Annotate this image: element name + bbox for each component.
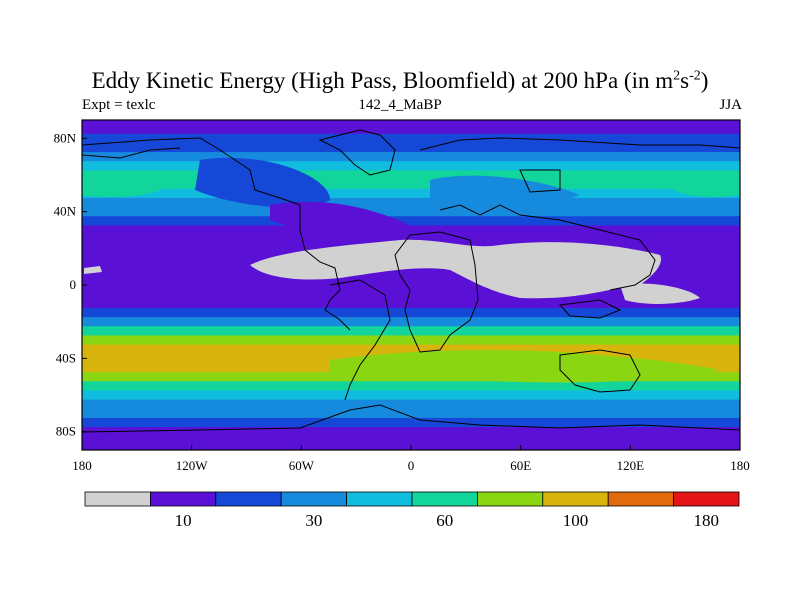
continent-outlines	[82, 129, 740, 433]
y-tick-label: 40N	[54, 204, 77, 219]
nh-eurasia-mid	[430, 175, 580, 207]
x-tick-label: 60W	[289, 458, 315, 473]
nh-na-low	[195, 157, 330, 208]
eke-band	[82, 298, 740, 309]
x-tick-label: 120W	[176, 458, 209, 473]
colorbar-box	[280, 491, 348, 507]
eurasia-north-coast	[419, 137, 740, 151]
experiment-label: Expt = texlc	[82, 97, 156, 113]
colorbar-label: 10	[175, 511, 192, 530]
eke-band	[82, 188, 740, 199]
eke-band	[82, 335, 740, 346]
antarctica-coast	[82, 404, 740, 433]
case-label: 142_4_MaBP	[358, 97, 442, 113]
eke-band	[82, 197, 740, 208]
greenland-outline	[318, 129, 396, 176]
colorbar-box	[542, 491, 609, 507]
australia-outline	[559, 349, 641, 393]
colorbar-box	[215, 491, 282, 507]
x-tick-label: 0	[408, 458, 415, 473]
y-axis: 80N 40N 0 40S 80S	[54, 130, 87, 439]
y-tick-label: 40S	[56, 350, 76, 365]
colorbar-box	[346, 491, 413, 507]
eke-band	[82, 170, 740, 181]
eke-band	[82, 408, 740, 419]
east-pacific-minimum	[84, 266, 102, 274]
colorbar-label: 180	[694, 511, 720, 530]
colorbar-labels: 10 30 60 100 180	[175, 511, 719, 530]
x-axis: 180 120W 60W 0 60E 120E 180	[72, 445, 750, 473]
eke-band	[82, 142, 740, 153]
eke-band	[82, 280, 740, 291]
eke-band	[82, 317, 740, 327]
colorbar-box	[673, 491, 740, 507]
eke-band	[82, 390, 740, 401]
nh-subtropical-low	[270, 201, 420, 235]
eke-band	[82, 234, 740, 245]
regional-anomalies	[82, 157, 740, 383]
sh-pacific-jet-core	[82, 345, 310, 365]
eke-band	[82, 307, 740, 318]
eke-band	[82, 133, 740, 144]
y-tick-label: 80N	[54, 130, 77, 145]
eke-band	[82, 124, 740, 135]
colorbar-box	[84, 491, 151, 507]
africa-outline	[394, 231, 479, 353]
eke-band	[82, 161, 740, 172]
x-tick-label: 180	[72, 458, 92, 473]
colorbar-label: 30	[305, 511, 322, 530]
caspian-region	[519, 169, 561, 193]
eke-band	[82, 216, 740, 227]
eke-band	[82, 427, 740, 437]
eke-band	[82, 271, 740, 282]
colorbar-box	[411, 491, 478, 507]
colorbar-label: 100	[563, 511, 589, 530]
maritime-continent-outline	[558, 299, 622, 319]
sh-storm-track-green	[330, 350, 720, 383]
y-tick-label: 0	[70, 277, 77, 292]
south-america-outline	[329, 279, 391, 401]
nh-pacific-jet-core	[82, 173, 165, 197]
eke-band	[82, 179, 740, 190]
y-tick-label: 80S	[56, 424, 76, 439]
chart-title: Eddy Kinetic Energy (High Pass, Bloomfie…	[91, 68, 709, 93]
north-america-coast	[82, 137, 351, 331]
eke-band	[82, 417, 740, 428]
eke-band	[82, 207, 740, 217]
eke-band	[82, 120, 740, 126]
eke-band	[82, 381, 740, 392]
colorbar-box	[476, 491, 544, 507]
eke-band	[82, 344, 740, 355]
eke-band	[82, 399, 740, 410]
x-tick-label: 180	[730, 458, 750, 473]
colorbar-box	[149, 491, 217, 507]
alaska-coast	[82, 147, 181, 159]
x-tick-label: 120E	[617, 458, 645, 473]
nh-pacific-jet-core-east	[670, 173, 740, 197]
season-label: JJA	[719, 97, 742, 113]
eke-band	[82, 436, 740, 447]
eurasia-south-coast	[439, 204, 656, 291]
equatorial-minimum	[250, 239, 661, 299]
colorbar-box	[607, 491, 675, 507]
colorbar-boxes	[84, 491, 740, 507]
eke-band	[82, 152, 740, 162]
x-tick-label: 60E	[510, 458, 531, 473]
eke-band	[82, 289, 740, 300]
west-pacific-minimum	[620, 283, 700, 304]
colorbar-label: 60	[436, 511, 453, 530]
